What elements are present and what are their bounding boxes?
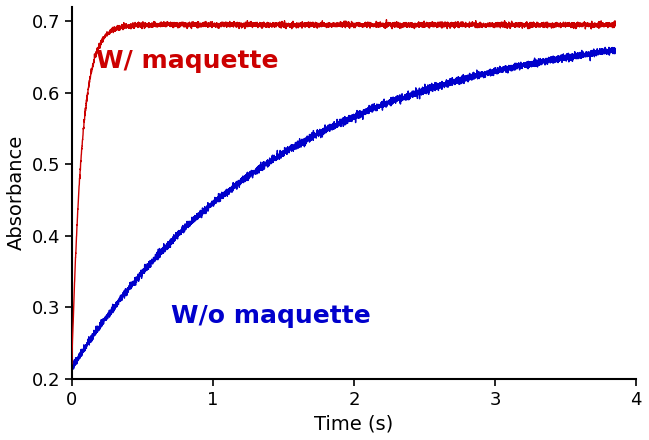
Text: W/o maquette: W/o maquette [171, 304, 371, 328]
Text: W/ maquette: W/ maquette [96, 49, 278, 73]
X-axis label: Time (s): Time (s) [314, 414, 394, 433]
Y-axis label: Absorbance: Absorbance [7, 135, 26, 250]
